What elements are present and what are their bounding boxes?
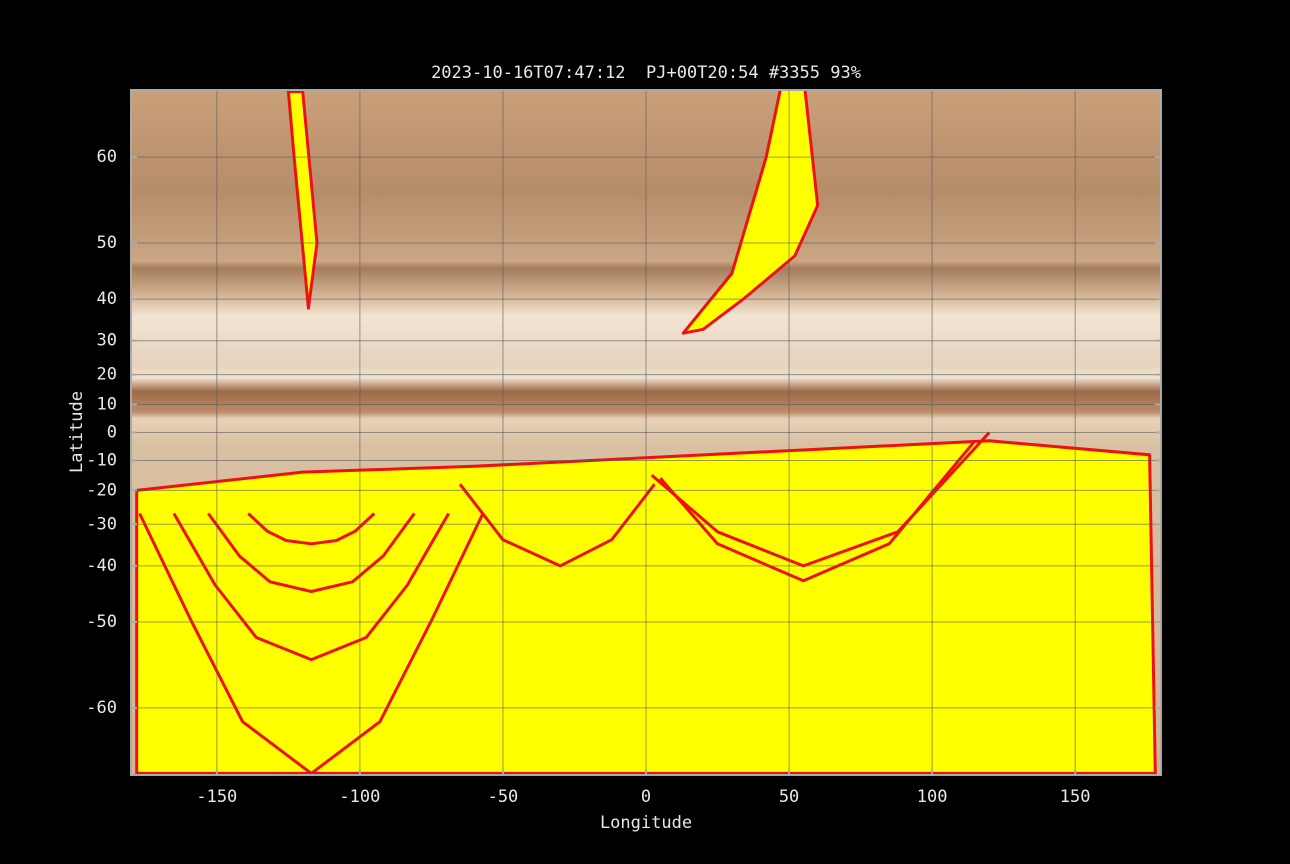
plot-area [131,90,1161,775]
y-tick-label: -60 [86,698,117,718]
y-tick-label: -50 [86,612,117,632]
y-tick-label: -40 [86,556,117,576]
x-axis-label: Longitude [600,813,692,833]
footprint-region [286,90,319,310]
y-tick-label: 20 [97,365,117,385]
footprint-contour [138,512,485,775]
chart-title: 2023-10-16T07:47:12 PJ+00T20:54 #3355 93… [431,63,861,83]
x-tick-label: 150 [1060,787,1091,807]
x-tick-label: -100 [339,787,380,807]
y-tick-label: 60 [97,147,117,167]
y-tick-label: 30 [97,331,117,351]
footprint-contour [207,512,416,593]
y-axis-label: Latitude [67,391,87,473]
x-tick-label: 50 [779,787,799,807]
x-tick-label: 100 [917,787,948,807]
y-tick-label: -10 [86,451,117,471]
footprint-region [681,90,820,335]
y-tick-label: 50 [97,233,117,253]
y-tick-label: 10 [97,394,117,414]
footprint-contour [247,512,376,546]
y-tick-label: 40 [97,289,117,309]
x-tick-label: 0 [641,787,651,807]
footprint-contour [172,512,450,662]
x-tick-label: -50 [488,787,519,807]
y-tick-label: -20 [86,480,117,500]
y-tick-label: -30 [86,514,117,534]
x-tick-label: -150 [196,787,237,807]
y-tick-label: 0 [107,423,117,443]
